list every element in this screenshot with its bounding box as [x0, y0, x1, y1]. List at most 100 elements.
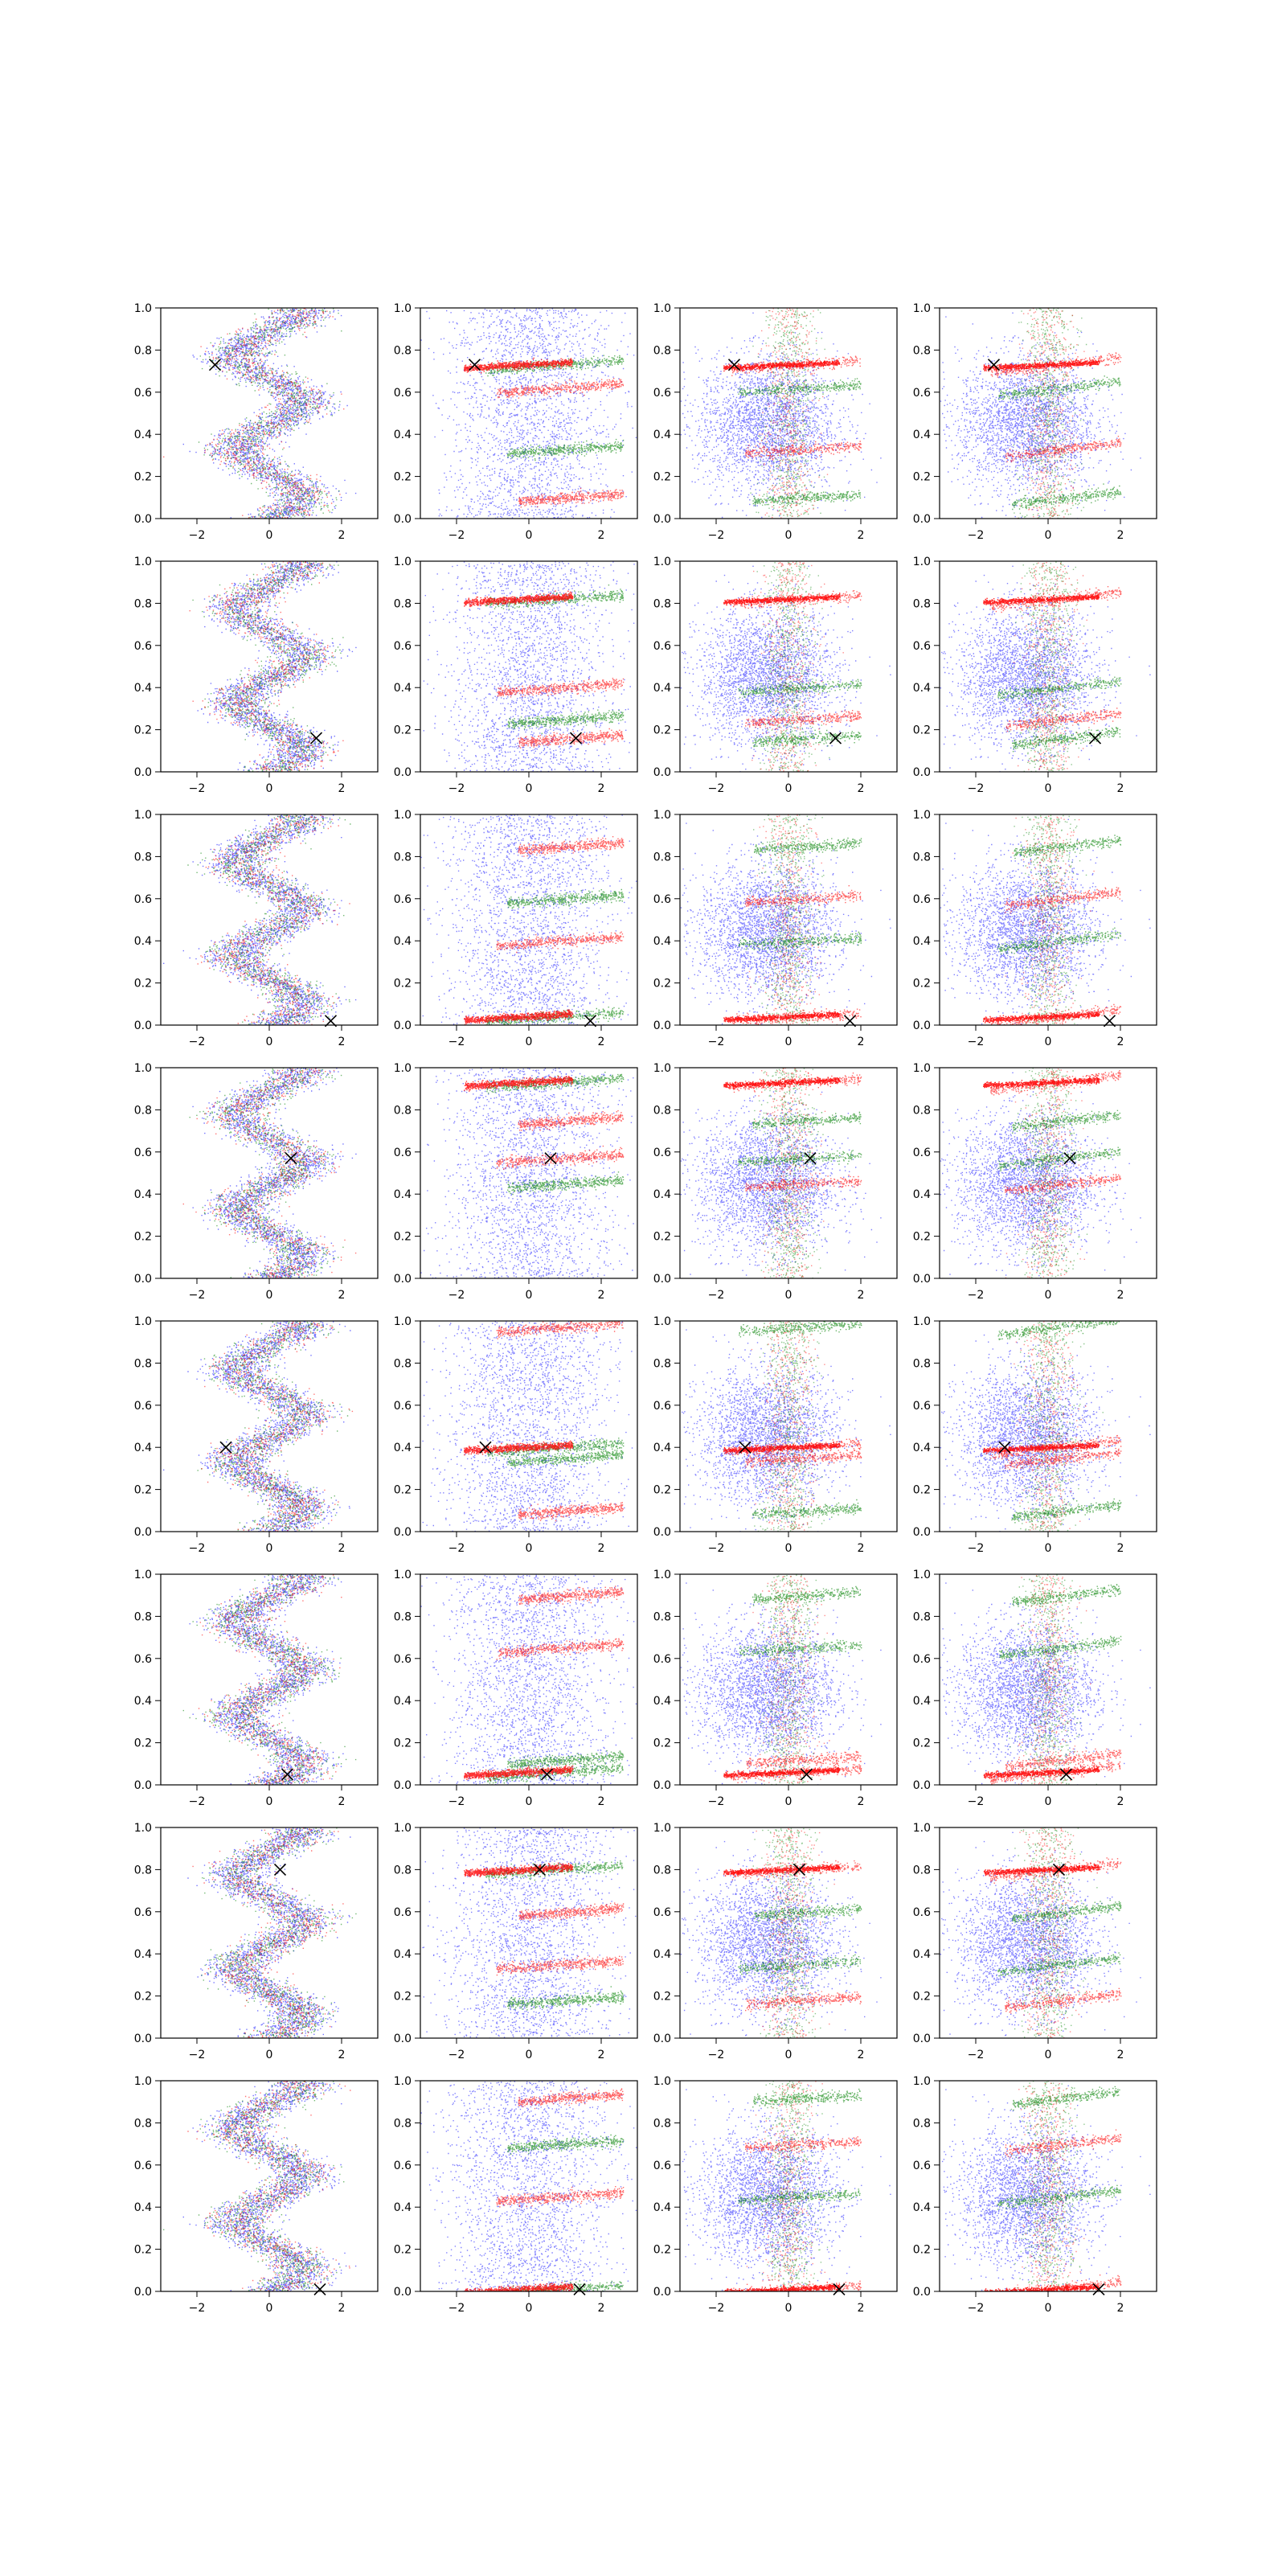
- marker-x: [220, 1442, 231, 1453]
- y-tick-label: 0.6: [394, 640, 412, 653]
- series-points: [940, 1326, 1151, 1532]
- y-tick-label: 0.0: [913, 1526, 931, 1539]
- series-points: [1005, 1988, 1121, 2013]
- panel-r4-c1: −2 0 20.00.20.40.60.81.0: [134, 1062, 378, 1302]
- x-tick-label: 2: [858, 1542, 865, 1555]
- y-tick-label: 0.4: [913, 429, 931, 441]
- series-points: [518, 1902, 624, 1921]
- y-tick-label: 0.0: [653, 1526, 671, 1539]
- y-tick-label: 0.2: [394, 1737, 412, 1750]
- y-tick-label: 0.4: [913, 1695, 931, 1708]
- series-points: [1012, 483, 1121, 510]
- y-tick-label: 0.2: [653, 2244, 671, 2257]
- x-tick-label: 2: [1117, 1542, 1124, 1555]
- y-tick-label: 0.6: [134, 893, 152, 906]
- scatter-points: [681, 1574, 882, 1786]
- series-points: [198, 561, 357, 773]
- scatter-points: [422, 1827, 636, 2039]
- y-tick-label: 0.8: [653, 1104, 671, 1117]
- y-tick-label: 0.0: [394, 1526, 412, 1539]
- scatter-points: [682, 1321, 891, 1532]
- panel-r3-c4: −2 0 20.00.20.40.60.81.0: [913, 809, 1157, 1048]
- y-tick-label: 0.2: [653, 724, 671, 737]
- x-tick-label: 2: [858, 2302, 865, 2315]
- y-tick-label: 0.2: [394, 1484, 412, 1497]
- y-tick-label: 0.6: [134, 1906, 152, 1919]
- y-tick-label: 1.0: [394, 1315, 412, 1328]
- scatter-points: [421, 1575, 638, 1786]
- scatter-points: [163, 814, 356, 1026]
- x-tick-label: 2: [1117, 1036, 1124, 1048]
- y-tick-label: 0.6: [653, 640, 671, 653]
- series-points: [464, 1765, 573, 1780]
- x-tick-label: −2: [189, 529, 206, 542]
- y-tick-label: 1.0: [134, 302, 152, 315]
- x-tick-label: −2: [968, 782, 985, 795]
- y-tick-label: 0.6: [913, 2160, 931, 2172]
- x-tick-label: 2: [858, 782, 865, 795]
- series-points: [507, 889, 624, 909]
- scatter-points: [681, 308, 882, 519]
- axes-frame: [420, 561, 637, 772]
- scatter-points: [681, 1828, 882, 2039]
- series-points: [163, 1321, 351, 1532]
- y-tick-label: 1.0: [653, 1822, 671, 1835]
- y-tick-label: 1.0: [913, 302, 931, 315]
- x-tick-label: 2: [1117, 529, 1124, 542]
- series-points: [731, 356, 861, 376]
- series-points: [1012, 1110, 1121, 1134]
- x-tick-label: 0: [266, 1289, 273, 1302]
- series-points: [754, 838, 862, 855]
- scatter-points: [940, 1574, 1151, 1786]
- axes-frame: [680, 308, 897, 519]
- y-tick-label: 1.0: [653, 809, 671, 822]
- x-tick-label: 2: [858, 1795, 865, 1808]
- x-tick-label: 0: [526, 782, 533, 795]
- y-tick-label: 0.4: [653, 2201, 671, 2214]
- x-tick-label: 0: [785, 1542, 792, 1555]
- x-tick-label: 0: [1045, 1036, 1052, 1048]
- series-points: [183, 2081, 357, 2292]
- scatter-points: [940, 1321, 1151, 1532]
- y-tick-label: 0.6: [913, 1653, 931, 1666]
- panel-r1-c4: −2 0 20.00.20.40.60.81.0: [913, 302, 1157, 542]
- y-tick-label: 0.6: [134, 1653, 152, 1666]
- y-tick-label: 0.6: [134, 387, 152, 400]
- series-points: [997, 928, 1121, 955]
- x-tick-label: 2: [338, 1795, 346, 1808]
- y-tick-label: 0.6: [394, 1400, 412, 1413]
- y-tick-label: 0.6: [653, 1653, 671, 1666]
- series-points: [464, 1009, 573, 1025]
- y-tick-label: 0.2: [913, 978, 931, 991]
- x-tick-label: 0: [1045, 782, 1052, 795]
- scatter-points: [424, 561, 635, 773]
- series-points: [420, 1068, 634, 1279]
- marker-x: [314, 2283, 326, 2295]
- y-tick-label: 0.8: [913, 2117, 931, 2130]
- y-tick-label: 1.0: [913, 2075, 931, 2088]
- y-tick-label: 0.6: [913, 640, 931, 653]
- x-tick-label: 2: [598, 2302, 605, 2315]
- y-tick-label: 1.0: [394, 809, 412, 822]
- y-tick-label: 0.0: [134, 1526, 152, 1539]
- series-points: [518, 1502, 624, 1521]
- y-tick-label: 0.8: [913, 851, 931, 863]
- y-tick-label: 0.0: [394, 1019, 412, 1032]
- y-tick-label: 0.4: [913, 682, 931, 695]
- panel-r8-c4: −2 0 20.00.20.40.60.81.0: [913, 2075, 1157, 2315]
- x-tick-label: −2: [708, 782, 725, 795]
- y-tick-label: 0.4: [653, 1948, 671, 1961]
- series-points: [192, 1068, 356, 1279]
- x-tick-label: −2: [968, 1036, 985, 1048]
- x-tick-label: 2: [338, 782, 346, 795]
- x-tick-label: −2: [708, 1542, 725, 1555]
- y-tick-label: 1.0: [653, 2075, 671, 2088]
- y-tick-label: 1.0: [134, 809, 152, 822]
- panel-r4-c4: −2 0 20.00.20.40.60.81.0: [913, 1062, 1157, 1302]
- panel-r3-c1: −2 0 20.00.20.40.60.81.0: [134, 809, 378, 1048]
- y-tick-label: 0.8: [913, 344, 931, 357]
- series-points: [752, 2089, 862, 2108]
- x-tick-label: 0: [785, 2302, 792, 2315]
- x-tick-label: 0: [266, 529, 273, 542]
- y-tick-label: 0.6: [134, 1400, 152, 1413]
